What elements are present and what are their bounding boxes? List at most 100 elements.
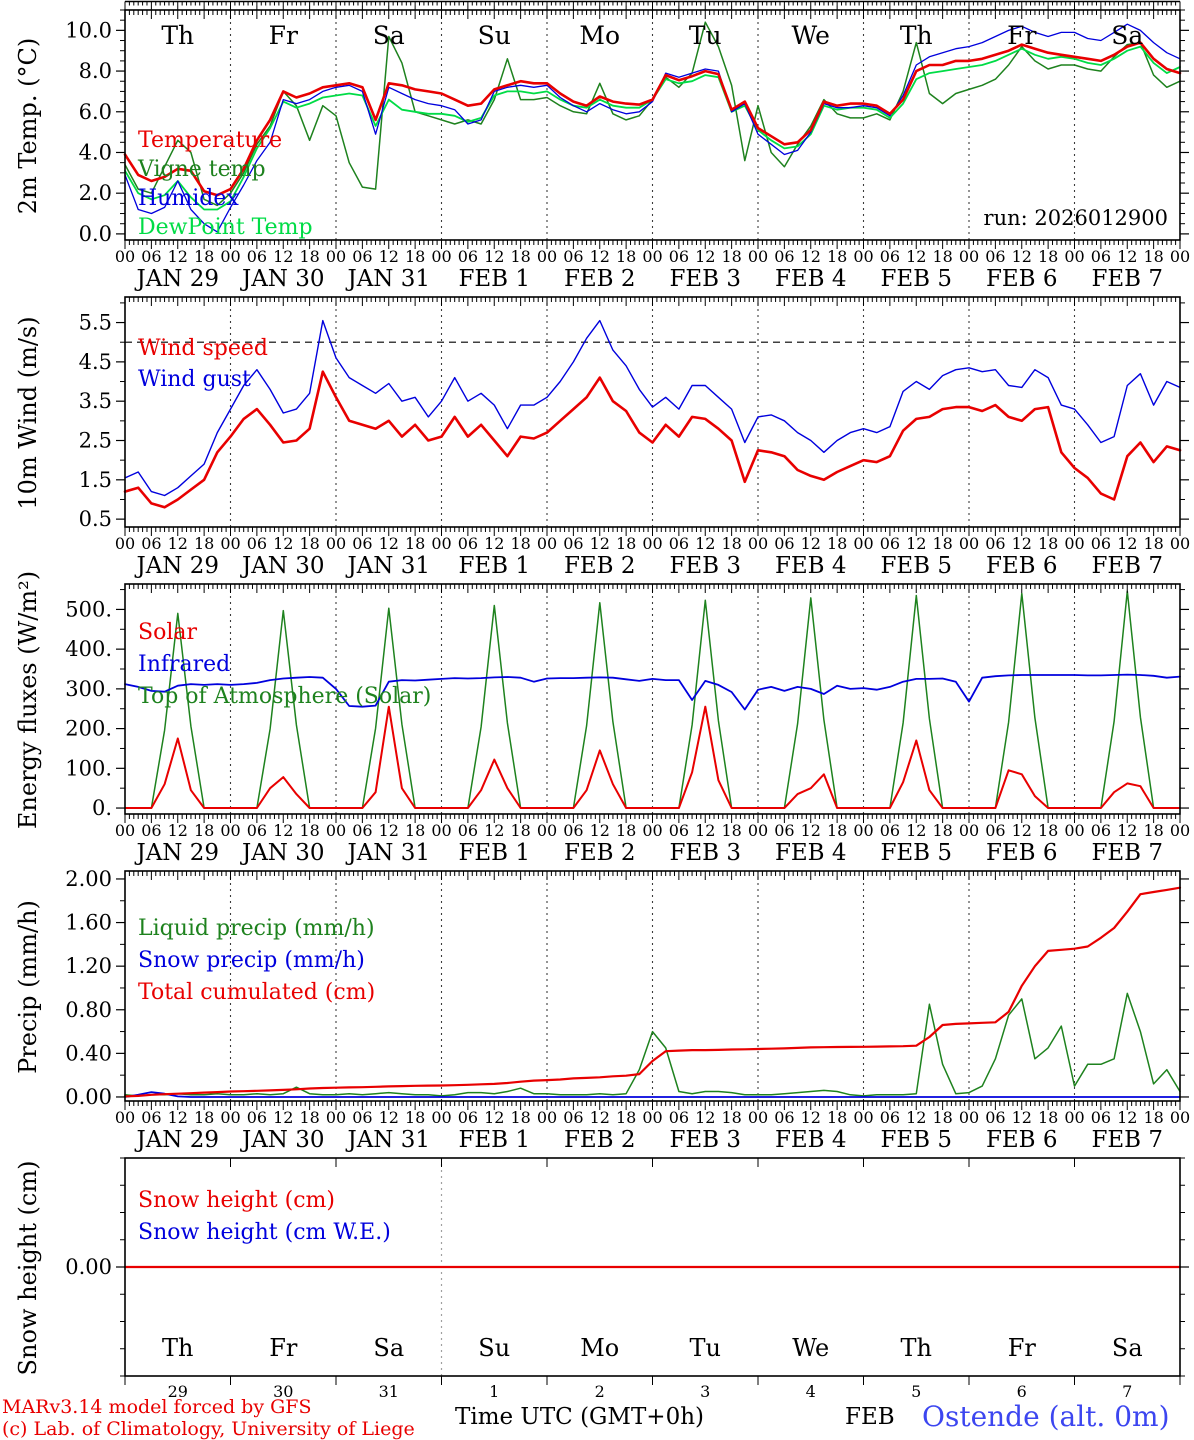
hour-label: 00 [1170,247,1190,266]
legend-temperature: Temperature [138,128,283,153]
hour-label: 06 [352,1108,372,1127]
hour-label: 18 [405,1108,425,1127]
hour-label: 00 [853,821,873,840]
hour-label: 00 [431,821,451,840]
hour-label: 12 [168,534,188,553]
x-axis-month-label: FEB [845,1404,895,1430]
hour-label: 06 [1091,534,1111,553]
legend-infrared: Infrared [138,652,231,677]
hour-label: 06 [563,534,583,553]
hour-label: 00 [537,1108,557,1127]
hour-label: 00 [748,247,768,266]
hour-label: 06 [141,534,161,553]
hour-label: 12 [379,821,399,840]
date-label: JAN 29 [134,266,219,292]
hour-label: 12 [906,534,926,553]
hour-label: 12 [801,247,821,266]
hour-label: 12 [1012,534,1032,553]
hour-label: 00 [748,821,768,840]
hour-label: 06 [669,821,689,840]
hour-label: 12 [273,1108,293,1127]
hour-label: 06 [352,247,372,266]
date-label: FEB 2 [564,840,636,866]
hour-label: 12 [379,534,399,553]
x-axis-labels: 00 06 12 18 00 06 12 18 00 06 12 18 00 06 12 18 00 06 12 18… [115,821,1190,866]
day-name-label: Mo [579,21,620,50]
day-name-label: Sa [373,21,405,50]
day-name-label: Fr [1007,21,1036,50]
hour-label: 12 [273,534,293,553]
legend-vigne-temp: Vigne temp [138,157,266,182]
date-label: FEB 5 [880,840,952,866]
y-tick-label: 8.0 [79,59,112,83]
y-tick-label: 3.5 [79,389,112,413]
hour-label: 12 [379,1108,399,1127]
y-tick-label: 200. [65,717,112,741]
footer-lab-credit: (c) Lab. of Climatology, University of L… [2,1418,415,1440]
day-number-label: 1 [489,1382,499,1401]
run-label: run: 2026012900 [983,206,1168,230]
hour-label: 00 [326,247,346,266]
date-label: JAN 29 [134,1127,219,1153]
hour-label: 18 [299,1108,319,1127]
y-tick-label: 5.5 [79,311,112,335]
date-label: JAN 30 [240,266,325,292]
day-name-label: Th [900,21,933,50]
panel-temperature: 0.0 2.0 4.0 6.0 8.0 10.0 00 06 12 18 00 06 12 18 00 06 1… [65,9,1190,292]
hour-label: 06 [880,247,900,266]
x-axis-labels: 00 06 12 18 00 06 12 18 00 06 12 18 00 06 12 18 00 06 12 18… [115,534,1190,579]
hour-label: 12 [1117,1108,1137,1127]
hour-label: 12 [695,534,715,553]
hour-label: 06 [880,534,900,553]
legend-snow-height: Snow height (cm) [138,1188,335,1213]
hour-label: 18 [510,534,530,553]
hour-label: 06 [458,1108,478,1127]
hour-label: 12 [1117,821,1137,840]
series-total-cumulated-cm [123,886,1182,1098]
hour-label: 12 [168,247,188,266]
date-label: FEB 4 [775,266,847,292]
date-label: JAN 30 [240,553,325,579]
hour-label: 18 [932,534,952,553]
y-tick-label: 0.00 [65,1255,112,1279]
hour-label: 00 [748,534,768,553]
hour-label: 18 [1038,1108,1058,1127]
series-liquid-precip-mm-h [124,992,1181,1097]
hour-label: 06 [985,247,1005,266]
y-ticks: 0. 100. 200. 300. 400. 500. [65,589,1189,820]
hour-label: 18 [194,1108,214,1127]
hour-label: 00 [959,1108,979,1127]
date-label: FEB 6 [986,553,1058,579]
hour-label: 00 [220,534,240,553]
series-humidex [124,23,1181,233]
hour-label: 06 [352,534,372,553]
hour-label: 06 [563,1108,583,1127]
hour-label: 12 [484,534,504,553]
hour-label: 18 [827,821,847,840]
hour-label: 06 [774,821,794,840]
x-axis-labels: 00 06 12 18 00 06 12 18 00 06 12 18 00 06 12 18 00 06 12 18… [115,1108,1190,1153]
y-tick-label: 0.80 [65,998,112,1022]
series-infrared [124,673,1181,711]
hour-label: 12 [590,1108,610,1127]
hour-label: 00 [1064,1108,1084,1127]
date-label: JAN 30 [240,1127,325,1153]
hour-label: 12 [168,1108,188,1127]
date-label: JAN 30 [240,840,325,866]
day-number-label: 5 [911,1382,921,1401]
y-tick-label: 0.0 [79,222,112,246]
day-number-label: 3 [700,1382,710,1401]
y-tick-label: 1.20 [65,954,112,978]
x-ticks [124,871,1181,1110]
y-tick-label: 500. [65,597,112,621]
hour-label: 18 [1038,821,1058,840]
day-name-label: Tu [690,1334,721,1362]
date-label: FEB 7 [1091,266,1163,292]
hour-label: 18 [510,247,530,266]
y-axis-title-snow: Snow height (cm) [14,1160,42,1376]
hour-label: 00 [326,821,346,840]
hour-label: 18 [721,821,741,840]
hour-label: 12 [590,247,610,266]
hour-label: 06 [563,821,583,840]
